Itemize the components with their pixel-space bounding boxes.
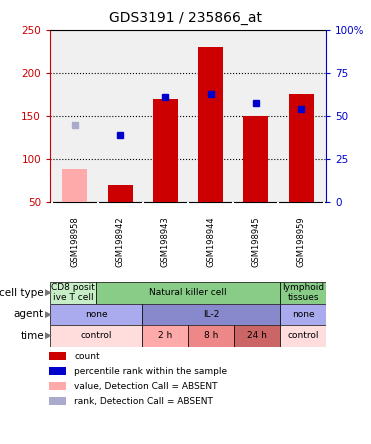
Bar — [142, 304, 280, 325]
Text: 24 h: 24 h — [247, 331, 267, 340]
Text: GSM198943: GSM198943 — [161, 217, 170, 267]
Bar — [188, 325, 234, 346]
Text: ▶: ▶ — [45, 310, 52, 319]
Bar — [49, 353, 66, 360]
Text: ▶: ▶ — [45, 331, 52, 340]
Bar — [280, 282, 326, 304]
Bar — [50, 325, 142, 346]
Text: GDS3191 / 235866_at: GDS3191 / 235866_at — [109, 11, 262, 25]
Text: none: none — [85, 310, 107, 319]
Text: count: count — [74, 352, 100, 361]
Text: GSM198945: GSM198945 — [252, 217, 260, 267]
Text: 2 h: 2 h — [158, 331, 172, 340]
Text: rank, Detection Call = ABSENT: rank, Detection Call = ABSENT — [74, 396, 213, 405]
Bar — [280, 325, 326, 346]
Bar — [153, 99, 178, 202]
Bar — [243, 116, 268, 202]
Bar — [142, 325, 188, 346]
Bar — [198, 47, 223, 202]
Text: IL-2: IL-2 — [203, 310, 219, 319]
Bar — [50, 304, 142, 325]
Text: GSM198944: GSM198944 — [206, 217, 215, 267]
Text: time: time — [20, 331, 44, 341]
Text: CD8 posit
ive T cell: CD8 posit ive T cell — [51, 283, 95, 302]
Text: GSM198942: GSM198942 — [116, 217, 125, 267]
Text: none: none — [292, 310, 314, 319]
Text: GSM198959: GSM198959 — [297, 217, 306, 267]
Text: GSM198958: GSM198958 — [70, 217, 79, 267]
Text: control: control — [80, 331, 112, 340]
Text: lymphoid
tissues: lymphoid tissues — [282, 283, 324, 302]
Bar — [49, 367, 66, 375]
Text: Natural killer cell: Natural killer cell — [149, 288, 227, 297]
Text: value, Detection Call = ABSENT: value, Detection Call = ABSENT — [74, 381, 218, 391]
Bar — [108, 185, 132, 202]
Text: cell type: cell type — [0, 288, 44, 298]
Bar — [289, 95, 313, 202]
Text: agent: agent — [14, 309, 44, 319]
Bar — [50, 282, 96, 304]
Text: control: control — [287, 331, 319, 340]
Bar — [234, 325, 280, 346]
Text: ▶: ▶ — [45, 288, 52, 297]
Text: percentile rank within the sample: percentile rank within the sample — [74, 366, 227, 376]
Bar — [96, 282, 280, 304]
Bar — [62, 169, 87, 202]
Text: 8 h: 8 h — [204, 331, 218, 340]
Bar — [49, 397, 66, 404]
Bar — [49, 382, 66, 389]
Bar — [280, 304, 326, 325]
